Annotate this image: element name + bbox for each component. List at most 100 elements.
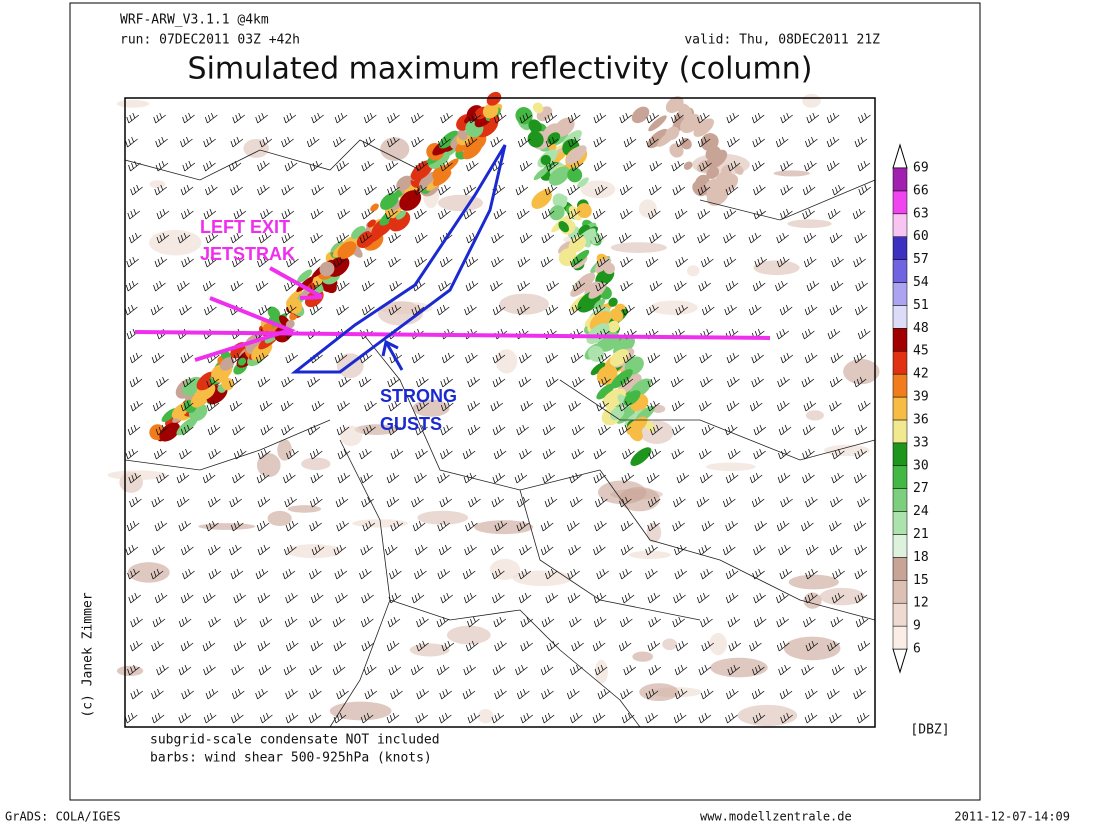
wind-barb bbox=[517, 136, 531, 148]
wind-barb bbox=[567, 592, 581, 604]
wind-barb bbox=[493, 112, 507, 124]
wind-barb bbox=[593, 112, 607, 124]
wind-barb bbox=[827, 640, 840, 652]
barb-stroke bbox=[516, 688, 530, 700]
barb-stroke bbox=[440, 400, 454, 412]
light-echo bbox=[597, 480, 647, 505]
barb-stroke bbox=[416, 400, 429, 412]
echo bbox=[570, 277, 592, 297]
wind-barb bbox=[181, 688, 194, 700]
light-echo bbox=[639, 683, 679, 702]
barb-stroke bbox=[568, 544, 581, 556]
barb-stroke bbox=[360, 616, 374, 628]
barb-stroke bbox=[857, 640, 871, 652]
echo bbox=[558, 221, 570, 233]
wind-barb bbox=[727, 616, 741, 628]
barb-stroke bbox=[416, 688, 429, 700]
barb-stroke bbox=[231, 328, 245, 340]
barb-stroke bbox=[280, 400, 294, 412]
barb-stroke bbox=[414, 208, 427, 220]
wind-barb bbox=[853, 352, 867, 364]
barb-stroke bbox=[571, 640, 584, 652]
gusts-label-2: GUSTS bbox=[380, 414, 442, 434]
barb-stroke bbox=[620, 280, 633, 292]
wind-barb bbox=[177, 232, 191, 244]
wind-barb bbox=[176, 496, 190, 508]
wind-barb bbox=[568, 400, 582, 412]
barb-stroke bbox=[725, 712, 738, 724]
wind-barb bbox=[285, 520, 299, 532]
barb-stroke bbox=[853, 688, 866, 700]
barb-stroke bbox=[646, 112, 660, 124]
wind-barb bbox=[202, 280, 216, 292]
barb-stroke bbox=[517, 304, 530, 316]
wind-barb bbox=[699, 400, 712, 412]
barb-stroke bbox=[831, 472, 844, 484]
barb-stroke bbox=[231, 688, 245, 700]
wind-barb bbox=[206, 376, 219, 388]
barb-stroke bbox=[153, 112, 166, 124]
light-echo bbox=[753, 260, 800, 276]
jet-axis-line bbox=[134, 330, 771, 340]
barb-stroke bbox=[593, 544, 606, 556]
barb-stroke bbox=[467, 616, 480, 628]
barb-stroke bbox=[129, 496, 142, 508]
barb-stroke bbox=[749, 640, 762, 652]
barb-stroke bbox=[181, 256, 194, 268]
wind-barb bbox=[492, 664, 506, 676]
barb-stroke bbox=[671, 160, 685, 172]
wind-barb bbox=[517, 256, 531, 268]
wind-barb bbox=[388, 400, 402, 412]
barb-stroke bbox=[205, 232, 219, 244]
barb-stroke bbox=[726, 112, 740, 124]
barb-stroke bbox=[725, 184, 739, 196]
wind-barb bbox=[569, 616, 582, 628]
colorbar-swatch bbox=[892, 259, 908, 283]
wind-barb bbox=[390, 448, 404, 460]
wind-barb bbox=[438, 184, 451, 196]
wind-barb bbox=[725, 520, 738, 532]
colorbar-swatch bbox=[892, 167, 908, 192]
light-echo bbox=[437, 194, 484, 212]
wind-barb bbox=[361, 496, 374, 508]
wind-barb bbox=[829, 232, 843, 244]
barb-stroke bbox=[802, 208, 815, 220]
barb-stroke bbox=[463, 472, 477, 484]
wind-barb bbox=[829, 712, 842, 724]
wind-barb bbox=[593, 160, 607, 172]
barb-stroke bbox=[307, 424, 321, 436]
light-echo bbox=[340, 425, 363, 447]
barb-stroke bbox=[752, 160, 765, 172]
colorbar-label: 63 bbox=[913, 206, 929, 221]
echo bbox=[262, 323, 273, 333]
barb-stroke bbox=[208, 544, 221, 556]
barb-stroke bbox=[854, 304, 868, 316]
wind-barb bbox=[204, 256, 218, 268]
wind-barb bbox=[362, 520, 376, 532]
barb-stroke bbox=[727, 616, 741, 628]
barb-stroke bbox=[571, 448, 585, 460]
barb-stroke bbox=[753, 184, 766, 196]
barb-stroke bbox=[364, 688, 378, 700]
wind-barb bbox=[125, 544, 139, 556]
barb-stroke bbox=[492, 664, 506, 676]
wind-barb bbox=[853, 472, 867, 484]
barb-stroke bbox=[156, 472, 169, 484]
wind-barb bbox=[516, 688, 530, 700]
wind-barb bbox=[125, 136, 138, 148]
wind-barb bbox=[805, 496, 818, 508]
wind-barb bbox=[257, 160, 270, 172]
wind-barb bbox=[649, 280, 663, 292]
barb-stroke bbox=[336, 688, 349, 700]
barb-stroke bbox=[519, 112, 533, 124]
wind-barb bbox=[567, 112, 581, 124]
echo bbox=[594, 257, 612, 273]
wind-barb bbox=[593, 592, 607, 604]
barb-stroke bbox=[282, 568, 296, 580]
wind-barb bbox=[231, 712, 244, 724]
wind-barb bbox=[517, 304, 530, 316]
barb-stroke bbox=[779, 688, 793, 700]
wind-barb bbox=[467, 376, 481, 388]
barb-stroke bbox=[128, 232, 142, 244]
wind-barb bbox=[832, 568, 845, 580]
